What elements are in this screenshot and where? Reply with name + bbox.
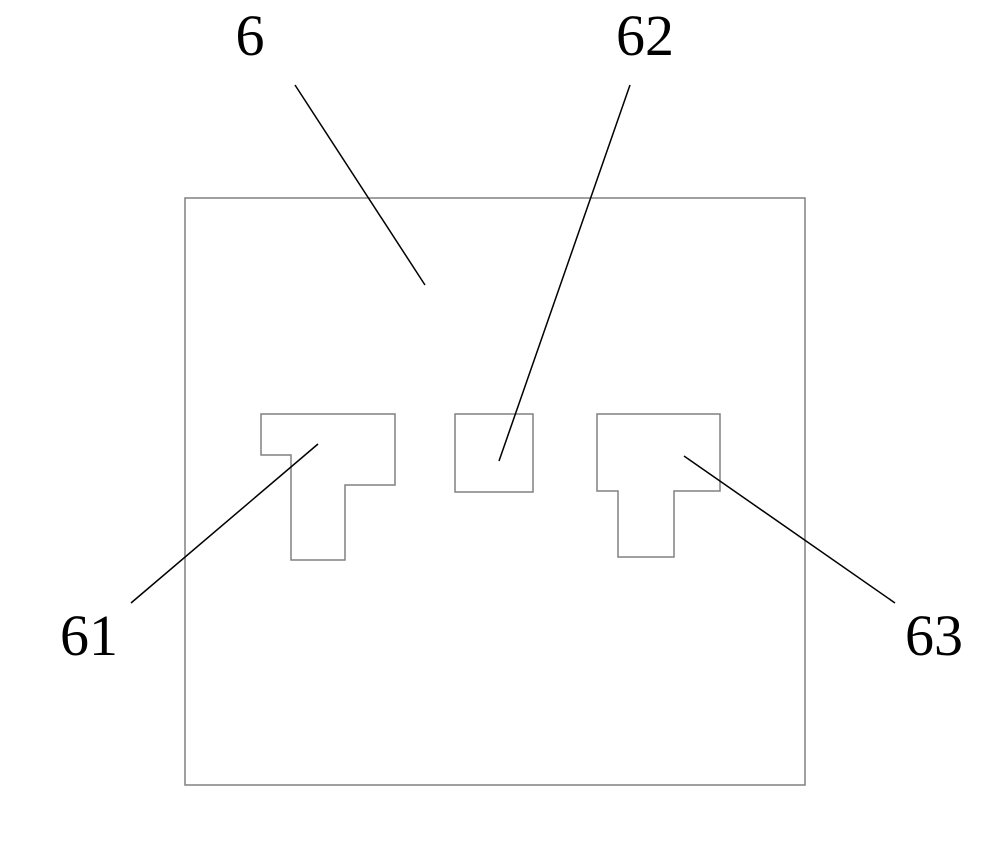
label-61: 61 bbox=[60, 603, 118, 668]
label-6: 6 bbox=[236, 3, 265, 68]
label-62: 62 bbox=[616, 3, 674, 68]
canvas-background bbox=[0, 0, 1000, 853]
label-63: 63 bbox=[905, 603, 963, 668]
